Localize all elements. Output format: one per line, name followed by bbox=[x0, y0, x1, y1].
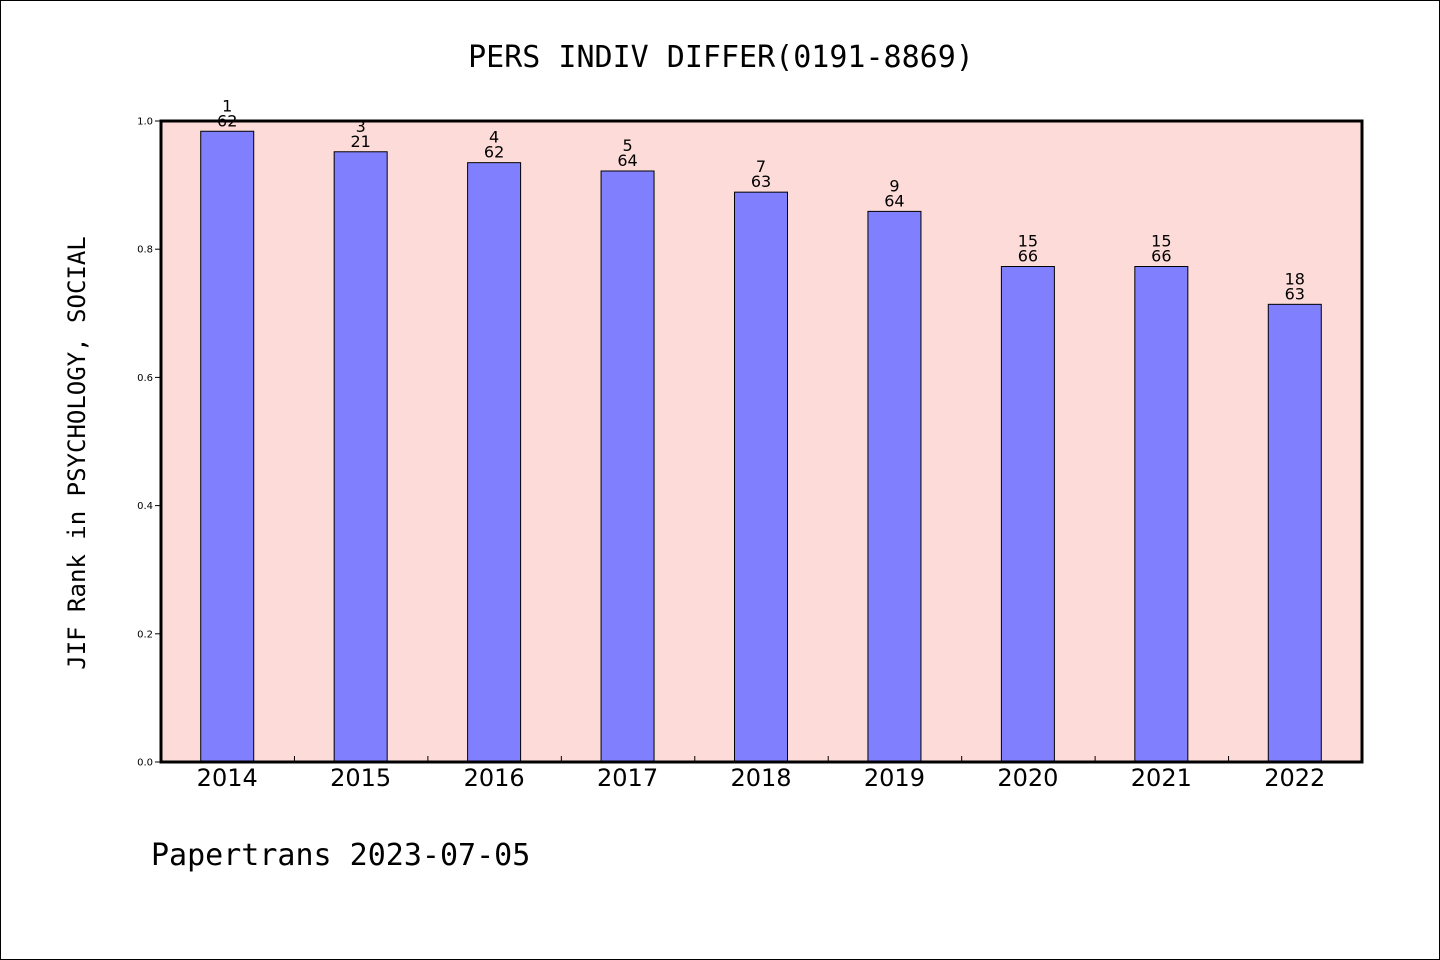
bar-total-label: 66 bbox=[1018, 247, 1038, 266]
x-tick-label: 2021 bbox=[1131, 764, 1192, 792]
bar-rank-label: 9 bbox=[889, 176, 899, 195]
y-axis-label: JIF Rank in PSYCHOLOGY, SOCIAL bbox=[63, 236, 91, 669]
y-tick-label: 0.8 bbox=[137, 245, 153, 256]
bar-rank-label: 1 bbox=[222, 96, 232, 115]
bar-2020 bbox=[1000, 266, 1055, 763]
bar-2018 bbox=[734, 191, 788, 763]
bar-rank-label: 18 bbox=[1285, 269, 1305, 288]
y-axis: 0.0 0.2 0.4 0.6 0.8 1.0 bbox=[137, 117, 161, 769]
x-tick-label: 2022 bbox=[1264, 764, 1325, 792]
bar-rank-label: 4 bbox=[489, 128, 499, 147]
y-tick-label: 0.0 bbox=[137, 758, 153, 769]
bar-rank-label: 15 bbox=[1018, 232, 1038, 251]
bar-total-label: 64 bbox=[617, 151, 637, 170]
footer-credit: Papertrans 2023-07-05 bbox=[151, 838, 530, 873]
x-tick-label: 2018 bbox=[730, 764, 791, 792]
x-tick-label: 2015 bbox=[330, 764, 391, 792]
x-tick-label: 2017 bbox=[597, 764, 658, 792]
bars-group bbox=[200, 130, 1322, 763]
bar-rank-label: 15 bbox=[1151, 232, 1171, 251]
bar-2017 bbox=[600, 170, 655, 763]
x-tick-label: 2014 bbox=[197, 764, 258, 792]
bar-2022 bbox=[1267, 303, 1322, 763]
y-tick-label: 1.0 bbox=[137, 117, 153, 128]
x-tick-label: 2019 bbox=[864, 764, 925, 792]
bar-2014 bbox=[200, 130, 255, 763]
bar-rank-label: 5 bbox=[622, 136, 632, 155]
bar-2016 bbox=[467, 162, 522, 763]
bar-2019 bbox=[867, 210, 922, 763]
x-tick-label: 2016 bbox=[464, 764, 525, 792]
bar-rank-label: 3 bbox=[356, 117, 366, 136]
bar-2021 bbox=[1134, 266, 1189, 763]
bar-total-label: 21 bbox=[350, 132, 370, 151]
bar-total-label: 66 bbox=[1151, 247, 1171, 266]
bar-rank-label: 7 bbox=[756, 157, 766, 176]
y-tick-label: 0.4 bbox=[137, 501, 153, 512]
y-tick-label: 0.2 bbox=[137, 629, 153, 640]
bar-total-label: 63 bbox=[751, 172, 771, 191]
chart-title: PERS INDIV DIFFER(0191-8869) bbox=[468, 40, 974, 75]
bar-2015 bbox=[333, 151, 388, 763]
x-tick-label: 2020 bbox=[997, 764, 1058, 792]
y-tick-label: 0.6 bbox=[137, 373, 153, 384]
bar-total-label: 64 bbox=[884, 191, 904, 210]
x-axis: 2014 2015 2016 2017 2018 2019 2020 2021 2022 bbox=[197, 756, 1325, 792]
plot-frame bbox=[159, 119, 1364, 764]
bar-total-label: 63 bbox=[1285, 284, 1305, 303]
bar-total-label: 62 bbox=[484, 143, 504, 162]
